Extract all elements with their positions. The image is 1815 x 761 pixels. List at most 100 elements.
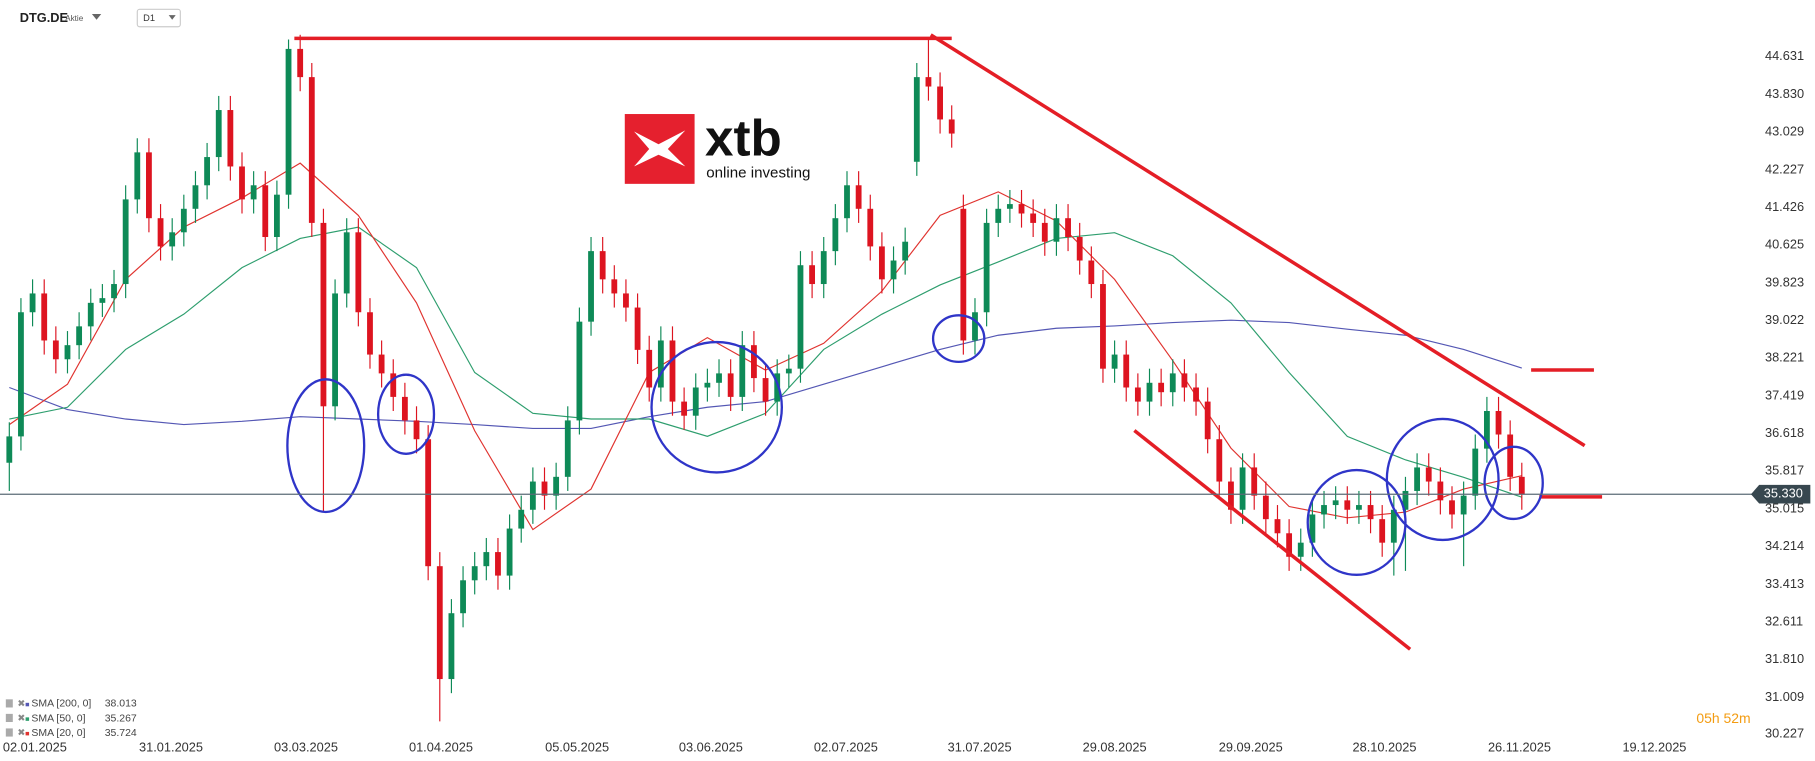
- candle-body: [797, 265, 804, 369]
- candle-body: [1309, 514, 1316, 543]
- candle-body: [1193, 387, 1199, 402]
- candle-body: [506, 528, 513, 576]
- candle-body: [995, 208, 1002, 223]
- candle-body: [937, 86, 943, 120]
- candle-body: [448, 613, 455, 680]
- x-tick-label: 03.06.2025: [679, 740, 743, 755]
- candle-body: [855, 185, 862, 209]
- candle-body: [716, 373, 722, 383]
- x-tick-label: 19.12.2025: [1622, 740, 1686, 755]
- candle-body: [1239, 467, 1246, 510]
- candle-body: [1100, 284, 1106, 369]
- legend-name: SMA [50, 0]: [31, 713, 85, 724]
- candle-body: [1356, 505, 1362, 510]
- highlight: [650, 340, 784, 474]
- candle-body: [495, 552, 501, 576]
- downtrend-line: [929, 33, 1586, 448]
- y-tick-label: 35.015: [1765, 500, 1804, 515]
- highlight: [1483, 445, 1544, 521]
- candle-body: [1204, 401, 1211, 440]
- candle-body: [751, 345, 757, 379]
- candle-body: [1449, 500, 1455, 515]
- y-tick-label: 39.022: [1765, 312, 1804, 327]
- trend-lines: [294, 33, 1603, 651]
- timeframe: D1: [143, 13, 155, 23]
- y-tick-label: 35.817: [1765, 463, 1804, 478]
- candle-body: [1251, 467, 1258, 496]
- candle-body: [1228, 481, 1234, 510]
- candle-body: [64, 345, 71, 360]
- x-tick-label: 26.11.2025: [1488, 740, 1551, 755]
- candle-body: [215, 110, 222, 158]
- highlight: [931, 314, 986, 364]
- candle-body: [1297, 542, 1304, 557]
- candle-body: [1402, 490, 1409, 510]
- y-tick-label: 32.611: [1765, 613, 1803, 628]
- candle-body: [1123, 354, 1130, 388]
- candle-body: [471, 566, 478, 581]
- candle-body: [983, 222, 990, 313]
- candle-body: [809, 265, 816, 285]
- candle-body: [227, 110, 234, 167]
- candle-body: [925, 77, 932, 87]
- candle-body: [378, 354, 385, 374]
- timeframe-box[interactable]: [136, 8, 181, 28]
- candle-body: [87, 302, 94, 327]
- candle-body: [518, 509, 525, 529]
- candle-body: [367, 312, 373, 355]
- candle-body: [250, 185, 257, 200]
- candle-body: [157, 218, 164, 247]
- timeframe-dropdown[interactable]: [168, 15, 176, 20]
- candle-body: [146, 152, 152, 219]
- legend-name: SMA [20, 0]: [31, 728, 85, 739]
- candle-body: [122, 199, 129, 285]
- candle-body: [401, 396, 408, 421]
- x-tick-label: 03.03.2025: [274, 740, 338, 755]
- x-tick-label: 01.04.2025: [409, 740, 473, 755]
- logo-x: [634, 130, 686, 167]
- candle-body: [890, 260, 897, 280]
- candle-body: [1065, 218, 1071, 238]
- y-tick-label: 34.214: [1765, 538, 1804, 553]
- candle-body: [1390, 509, 1397, 543]
- legend-swatch: [25, 731, 30, 736]
- legend-icon: [5, 713, 13, 723]
- candle-body: [1053, 218, 1060, 242]
- candle-body: [867, 208, 874, 247]
- x-tick-label: 02.07.2025: [814, 740, 878, 755]
- candle-body: [436, 566, 443, 680]
- candle-body: [1286, 533, 1293, 557]
- highlight: [286, 378, 366, 514]
- candle-body: [111, 284, 117, 299]
- candle-body: [1274, 519, 1281, 534]
- candle-body: [1344, 500, 1351, 510]
- candle-body: [41, 293, 48, 341]
- last-price-tag: [1751, 484, 1811, 504]
- y-tick-label: 41.426: [1765, 199, 1804, 214]
- highlight: [376, 373, 436, 455]
- candle-body: [913, 77, 920, 162]
- x-tick-label: 31.07.2025: [948, 740, 1012, 755]
- candle-body: [646, 349, 653, 388]
- x-tick-label: 28.10.2025: [1353, 740, 1417, 755]
- candle-body: [1425, 467, 1432, 482]
- plot: [6, 34, 1525, 722]
- candle-body: [972, 312, 978, 341]
- candle-body: [762, 378, 769, 402]
- candle-body: [564, 420, 571, 477]
- candle-body: [623, 293, 629, 308]
- symbol-dropdown[interactable]: [91, 13, 102, 20]
- candle-body: [320, 222, 327, 407]
- candle-body: [553, 476, 560, 496]
- candle-body: [180, 208, 187, 233]
- y-tick-label: 42.227: [1765, 161, 1804, 176]
- candle-body: [76, 326, 83, 346]
- candle-body: [878, 246, 885, 280]
- candle-body: [844, 185, 850, 219]
- candle-body: [204, 157, 211, 186]
- candle-body: [1437, 481, 1444, 501]
- candle-body: [52, 340, 59, 360]
- legend-close: ✖: [17, 713, 25, 723]
- candle-body: [832, 218, 839, 252]
